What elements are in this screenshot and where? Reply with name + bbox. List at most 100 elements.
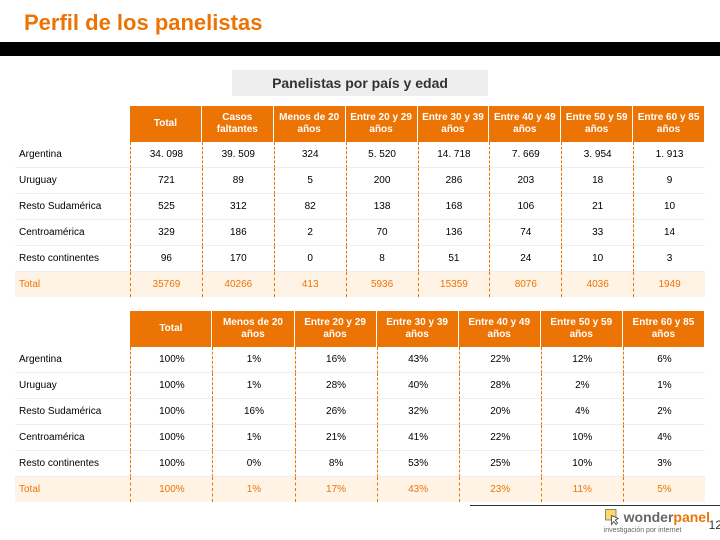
table-cell: 14. 718 — [418, 142, 490, 168]
table-cell: 525 — [130, 194, 202, 220]
subtitle: Panelistas por país y edad — [232, 70, 488, 96]
table-cell: 33 — [561, 220, 633, 246]
table-cell: 1% — [623, 373, 705, 399]
table-cell: 5 — [274, 168, 346, 194]
row-label: Total — [15, 477, 130, 502]
row-label: Total — [15, 272, 130, 297]
table-cell: 100% — [130, 477, 212, 502]
table-cell: 28% — [459, 373, 541, 399]
table-cell: 15359 — [418, 272, 490, 297]
row-label: Uruguay — [15, 168, 130, 194]
table-cell: 14 — [633, 220, 705, 246]
table-cell: 43% — [377, 477, 459, 502]
table-cell: 39. 509 — [202, 142, 274, 168]
table-cell: 2% — [541, 373, 623, 399]
logo-text-panel: panel — [673, 509, 710, 525]
table-cell: 2 — [274, 220, 346, 246]
table-cell: 312 — [202, 194, 274, 220]
col-header: Entre 20 y 29 años — [295, 311, 377, 347]
table-cell: 286 — [418, 168, 490, 194]
table-cell: 40% — [377, 373, 459, 399]
table-cell: 26% — [295, 399, 377, 425]
table-cell: 5. 520 — [346, 142, 418, 168]
table-cell: 32% — [377, 399, 459, 425]
table-cell: 10% — [541, 425, 623, 451]
table-cell: 18 — [561, 168, 633, 194]
table-cell: 70 — [346, 220, 418, 246]
table-cell: 35769 — [130, 272, 202, 297]
table-cell: 106 — [489, 194, 561, 220]
col-header: Menos de 20 años — [212, 311, 294, 347]
col-header: Entre 50 y 59 años — [561, 106, 633, 142]
col-header: Entre 60 y 85 años — [623, 311, 705, 347]
table-cell: 138 — [346, 194, 418, 220]
table-cell: 10% — [541, 451, 623, 477]
table-cell: 41% — [377, 425, 459, 451]
row-label: Centroamérica — [15, 220, 130, 246]
table-cell: 100% — [130, 425, 212, 451]
table-percentages: TotalMenos de 20 añosEntre 20 y 29 añosE… — [15, 311, 705, 502]
row-label: Resto Sudamérica — [15, 194, 130, 220]
row-label: Resto continentes — [15, 246, 130, 272]
table-cell: 170 — [202, 246, 274, 272]
col-header: Entre 30 y 39 años — [418, 106, 490, 142]
table-cell: 25% — [459, 451, 541, 477]
table-cell: 8% — [295, 451, 377, 477]
table-cell: 89 — [202, 168, 274, 194]
table-cell: 3 — [633, 246, 705, 272]
table-cell: 4% — [541, 399, 623, 425]
row-label: Centroamérica — [15, 425, 130, 451]
table-cell: 0 — [274, 246, 346, 272]
table-cell: 22% — [459, 347, 541, 373]
table-cell: 28% — [295, 373, 377, 399]
table-cell: 21% — [295, 425, 377, 451]
table-cell: 4036 — [561, 272, 633, 297]
table-cell: 200 — [346, 168, 418, 194]
slide-title: Perfil de los panelistas — [0, 0, 720, 42]
table-cell: 53% — [377, 451, 459, 477]
table-cell: 100% — [130, 399, 212, 425]
table-cell: 23% — [459, 477, 541, 502]
col-header-rowlabel — [15, 311, 130, 347]
row-label: Uruguay — [15, 373, 130, 399]
table-cell: 8 — [346, 246, 418, 272]
table-cell: 16% — [295, 347, 377, 373]
table-cell: 20% — [459, 399, 541, 425]
col-header: Entre 40 y 49 años — [459, 311, 541, 347]
table-cell: 16% — [212, 399, 294, 425]
table-cell: 7. 669 — [489, 142, 561, 168]
table-cell: 100% — [130, 451, 212, 477]
logo-subtitle: investigación por internet — [604, 527, 714, 534]
table-cell: 10 — [561, 246, 633, 272]
table-cell: 329 — [130, 220, 202, 246]
table-cell: 1% — [212, 425, 294, 451]
table-cell: 203 — [489, 168, 561, 194]
col-header: Entre 40 y 49 años — [489, 106, 561, 142]
col-header: Total — [130, 311, 212, 347]
col-header: Total — [130, 106, 202, 142]
title-underline — [0, 42, 720, 56]
footer-divider — [470, 505, 720, 506]
table-counts: TotalCasos faltantesMenos de 20 añosEntr… — [15, 106, 705, 297]
table-cell: 1% — [212, 373, 294, 399]
col-header: Casos faltantes — [202, 106, 274, 142]
table-cell: 10 — [633, 194, 705, 220]
row-label: Argentina — [15, 142, 130, 168]
col-header: Entre 20 y 29 años — [346, 106, 418, 142]
table-cell: 136 — [418, 220, 490, 246]
logo-text-wonder: wonder — [624, 509, 674, 525]
col-header: Entre 60 y 85 años — [633, 106, 705, 142]
table-cell: 8076 — [489, 272, 561, 297]
page-number: 12 — [709, 518, 720, 532]
table-cell: 3% — [623, 451, 705, 477]
col-header-rowlabel — [15, 106, 130, 142]
footer: wonderpanel investigación por internet — [0, 508, 720, 534]
table-cell: 6% — [623, 347, 705, 373]
table-cell: 100% — [130, 373, 212, 399]
table-cell: 5936 — [346, 272, 418, 297]
table-cell: 1949 — [633, 272, 705, 297]
table-cell: 34. 098 — [130, 142, 202, 168]
table-cell: 5% — [623, 477, 705, 502]
table-cell: 3. 954 — [561, 142, 633, 168]
table-cell: 1% — [212, 347, 294, 373]
